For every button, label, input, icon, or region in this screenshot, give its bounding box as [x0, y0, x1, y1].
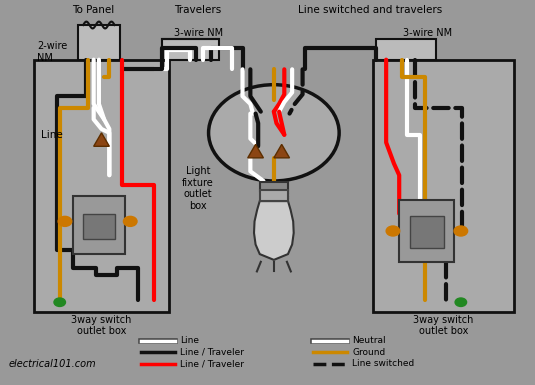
Text: electrical101.com: electrical101.com	[8, 359, 96, 369]
Text: 3way switch
outlet box: 3way switch outlet box	[414, 315, 474, 336]
Text: Line switched: Line switched	[352, 359, 415, 368]
Text: 2-wire
NM: 2-wire NM	[37, 41, 67, 63]
Text: Line / Traveler: Line / Traveler	[180, 359, 244, 368]
Bar	[83, 214, 114, 239]
Bar	[376, 38, 436, 60]
Bar	[260, 190, 288, 201]
Circle shape	[58, 216, 72, 226]
Circle shape	[54, 298, 65, 306]
Text: Travelers: Travelers	[174, 5, 221, 15]
Circle shape	[455, 298, 467, 306]
Polygon shape	[248, 144, 263, 158]
Circle shape	[386, 226, 400, 236]
Bar	[78, 25, 120, 60]
Text: Line switched and travelers: Line switched and travelers	[299, 5, 442, 15]
Text: Light
fixture
outlet
box: Light fixture outlet box	[182, 166, 214, 211]
Text: Line: Line	[180, 336, 199, 345]
Text: 3-wire NM: 3-wire NM	[173, 28, 223, 38]
Polygon shape	[94, 133, 109, 146]
Text: Line / Traveler: Line / Traveler	[180, 348, 244, 357]
Text: 3-wire NM: 3-wire NM	[403, 28, 453, 38]
Text: Line: Line	[41, 130, 63, 140]
Circle shape	[124, 216, 137, 226]
Text: To Panel: To Panel	[73, 5, 115, 15]
Polygon shape	[274, 144, 289, 158]
Text: 3way switch
outlet box: 3way switch outlet box	[71, 315, 132, 336]
Bar	[34, 60, 170, 312]
Bar	[410, 216, 444, 248]
Bar	[73, 196, 125, 254]
Bar	[399, 200, 454, 262]
Bar	[260, 182, 288, 191]
Text: Ground: Ground	[352, 348, 385, 357]
Circle shape	[454, 226, 468, 236]
Bar	[373, 60, 514, 312]
Polygon shape	[254, 201, 294, 260]
Text: Neutral: Neutral	[352, 336, 386, 345]
Circle shape	[209, 85, 339, 181]
Bar	[162, 38, 219, 60]
